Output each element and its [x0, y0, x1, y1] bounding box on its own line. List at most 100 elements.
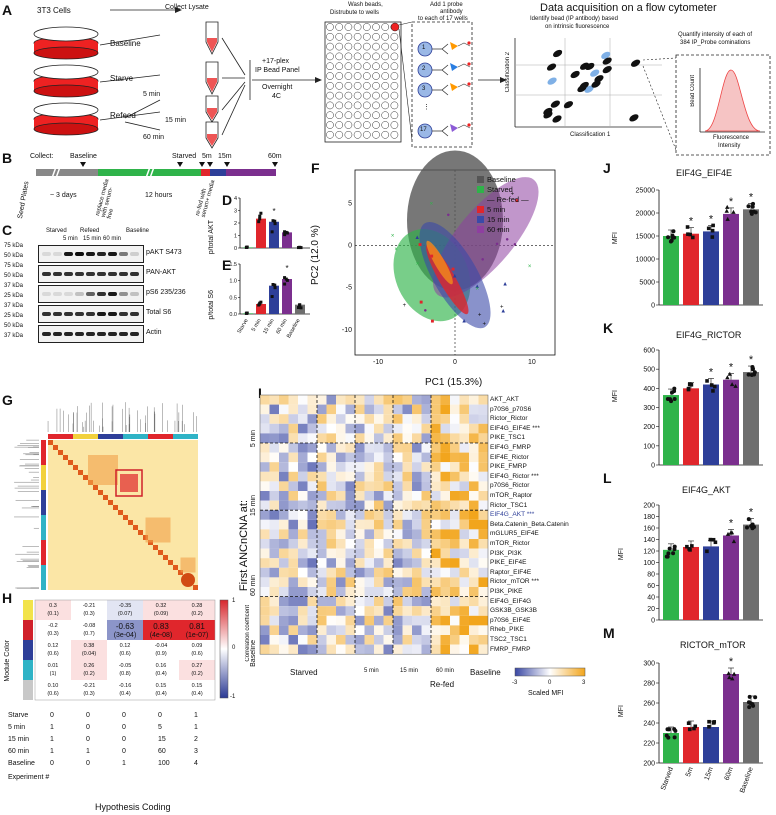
heatmap-cell: [345, 423, 355, 434]
heatmap-cell: [421, 558, 431, 568]
heatmap-cell: [269, 491, 279, 501]
heatmap-cell: [345, 577, 355, 587]
matrix-pvalue: (0.3): [47, 631, 58, 637]
y-tick-label: 100: [643, 443, 655, 450]
heatmap-cell: [298, 606, 308, 616]
heatmap-cell: [307, 577, 317, 587]
module-strip: [168, 434, 173, 439]
heatmap-row-label: mTOR_Raptor: [490, 492, 533, 499]
heatmap-cell: [317, 635, 327, 645]
heatmap-cell: [307, 606, 317, 616]
blot-band: [42, 252, 51, 256]
identify-label1: Identify bead (IP antibody) based: [530, 16, 618, 22]
heatmap-cell: [440, 519, 450, 530]
blot-band: [108, 292, 117, 296]
heatmap-cell: [317, 491, 327, 501]
data-point: [257, 220, 261, 224]
data-point: [672, 727, 677, 732]
data-point: [259, 211, 263, 215]
plate-well: [362, 23, 371, 31]
blot-band: [108, 272, 117, 276]
heatmap-module: [145, 517, 171, 543]
x-tick-label: 60m: [724, 766, 735, 781]
heatmap-cell: [288, 433, 298, 443]
blot-band: [53, 252, 62, 256]
y-tick-label: -10: [342, 327, 352, 334]
heatmap-cell: [450, 577, 460, 587]
heatmap-cell: [317, 577, 327, 587]
plate-well: [390, 32, 399, 41]
data-point: [727, 675, 732, 680]
plate-well: [344, 111, 353, 120]
heatmap-cell: [317, 510, 327, 520]
matrix-value: -0.21: [83, 683, 96, 689]
plate-well: [362, 91, 371, 100]
heatmap-cell: [393, 471, 403, 482]
heatmap-cell: [383, 548, 393, 559]
blot-header-starved: Starved: [46, 228, 67, 234]
heatmap-cell: [421, 471, 431, 482]
bar: [743, 524, 759, 620]
heatmap-cell: [345, 443, 355, 453]
module-strip: [73, 434, 78, 439]
coding-value: 0: [122, 712, 126, 719]
significance-star: *: [749, 507, 754, 519]
heatmap-cell: [374, 558, 384, 568]
matrix-cell: [107, 600, 143, 620]
heatmap-cell: [298, 644, 308, 655]
heatmap-cell: [431, 423, 441, 434]
well-num-2: 2: [422, 66, 426, 72]
heatmap-cell: [450, 558, 460, 568]
module-strip: [78, 434, 83, 439]
heatmap-cell: [364, 433, 374, 443]
heatmap-diagonal: [158, 550, 163, 555]
heatmap-cell: [260, 404, 270, 415]
heatmap-cell: [355, 606, 365, 616]
heatmap-cell: [440, 635, 450, 645]
heatmap-cell: [355, 500, 365, 511]
matrix-frame: [34, 599, 216, 701]
data-point: [665, 397, 670, 402]
heatmap-cell: [440, 567, 450, 578]
heatmap-cell: [298, 510, 308, 520]
heatmap-cell: [326, 529, 336, 539]
bar: [723, 213, 739, 305]
heatmap-cell: [288, 500, 298, 511]
heatmap-cell: [469, 558, 479, 568]
heatmap-cell: [269, 596, 279, 607]
heatmap-cell: [402, 519, 412, 530]
pca-point: ▲: [474, 284, 480, 290]
heatmap-cell: [269, 433, 279, 443]
heatmap-frame: [259, 394, 489, 655]
heatmap-cell: [355, 414, 365, 424]
heatmap-cell: [450, 452, 460, 463]
heatmap-cell: [317, 395, 327, 405]
probe-label2: antibody: [440, 9, 463, 15]
matrix-cell: [179, 640, 215, 660]
heatmap-cell: [317, 615, 327, 626]
blot-band: [86, 332, 95, 336]
time-5min-label: 5 min: [143, 91, 161, 98]
blot-strip: [38, 245, 144, 263]
heatmap-cell: [364, 587, 374, 597]
y-tick-label: 280: [643, 681, 655, 688]
heatmap-cell: [459, 510, 469, 520]
matrix-value: -0.35: [119, 603, 132, 609]
matrix-cell: [179, 680, 215, 700]
plate-well: [390, 101, 399, 110]
heatmap-cell: [469, 548, 479, 559]
heatmap-cell: [402, 423, 412, 434]
coding-value: 1: [50, 748, 54, 755]
significance-star: *: [709, 213, 714, 225]
heatmap-cell: [431, 635, 441, 645]
matrix-pvalue: (0.7): [83, 631, 94, 637]
heatmap-cell: [298, 567, 308, 578]
data-point: [283, 276, 287, 280]
blot-kda-upper: 50 kDa: [4, 323, 24, 329]
heatmap-cell: [317, 433, 327, 443]
plate-well: [372, 62, 380, 71]
heatmap-cell: [478, 443, 488, 453]
heatmap-cell: [478, 462, 488, 472]
x-tick-label: 15m: [704, 766, 715, 781]
heatmap-cell: [364, 529, 374, 539]
